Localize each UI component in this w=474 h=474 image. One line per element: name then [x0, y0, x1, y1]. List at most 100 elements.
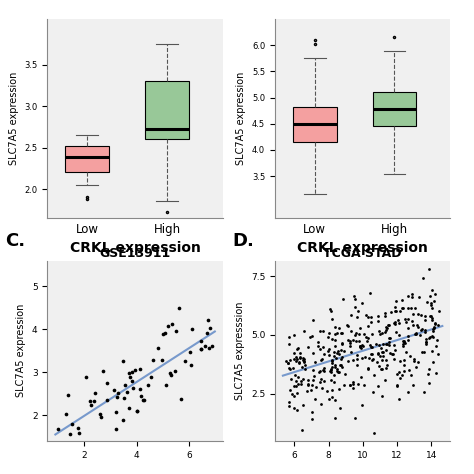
- Point: [410, 356, 418, 363]
- Point: [291, 392, 298, 400]
- Point: [88, 401, 95, 409]
- Point: [406, 352, 414, 360]
- Point: [112, 409, 119, 416]
- Point: [300, 328, 308, 335]
- Point: [293, 407, 301, 414]
- Point: [349, 336, 356, 344]
- Point: [82, 374, 90, 381]
- Point: [338, 339, 346, 347]
- Point: [386, 334, 393, 342]
- Point: [285, 340, 292, 348]
- Point: [363, 334, 370, 341]
- Point: [433, 337, 440, 344]
- Point: [366, 290, 374, 297]
- Point: [304, 376, 311, 384]
- Point: [75, 425, 82, 432]
- Point: [296, 349, 304, 356]
- Point: [303, 388, 310, 395]
- Point: [301, 362, 309, 369]
- Point: [91, 398, 98, 405]
- Point: [328, 363, 336, 371]
- Point: [347, 327, 355, 335]
- Point: [360, 381, 367, 389]
- Point: [347, 311, 355, 319]
- Point: [427, 300, 434, 307]
- Point: [288, 390, 296, 398]
- Point: [430, 323, 438, 331]
- Point: [292, 382, 300, 390]
- Point: [392, 297, 400, 305]
- Text: D.: D.: [232, 232, 254, 250]
- Point: [422, 340, 430, 348]
- Point: [58, 466, 65, 474]
- Point: [365, 365, 372, 373]
- Point: [358, 401, 366, 409]
- Point: [373, 341, 380, 348]
- Point: [181, 357, 189, 365]
- Y-axis label: SLC7A5 expression: SLC7A5 expression: [237, 72, 246, 165]
- Point: [310, 372, 318, 380]
- Point: [389, 350, 397, 357]
- Point: [421, 312, 429, 320]
- Point: [360, 331, 367, 338]
- Point: [289, 364, 297, 372]
- Point: [346, 339, 354, 347]
- Point: [331, 361, 338, 369]
- Point: [432, 369, 440, 377]
- Point: [383, 340, 391, 348]
- Point: [327, 365, 335, 373]
- Point: [350, 292, 357, 300]
- Point: [435, 307, 443, 315]
- Point: [166, 370, 173, 377]
- Point: [316, 368, 323, 376]
- Point: [119, 416, 127, 424]
- Point: [335, 324, 343, 332]
- Point: [355, 307, 362, 315]
- Point: [327, 377, 335, 384]
- Point: [334, 329, 341, 337]
- Point: [434, 350, 442, 358]
- Point: [96, 410, 104, 417]
- Point: [317, 400, 325, 408]
- Point: [299, 427, 306, 434]
- PathPatch shape: [145, 81, 189, 139]
- Point: [371, 429, 378, 437]
- Point: [330, 378, 338, 385]
- Point: [413, 363, 420, 371]
- Point: [378, 349, 385, 356]
- Point: [367, 343, 374, 350]
- Point: [294, 374, 302, 381]
- Point: [338, 354, 346, 361]
- Point: [334, 365, 341, 373]
- Point: [318, 384, 326, 392]
- Point: [320, 364, 328, 372]
- Point: [364, 334, 372, 341]
- Point: [383, 346, 390, 354]
- Point: [353, 356, 361, 363]
- Point: [291, 404, 298, 412]
- Point: [206, 324, 214, 332]
- Point: [334, 347, 342, 355]
- Point: [423, 298, 431, 305]
- Point: [410, 310, 417, 318]
- Point: [344, 357, 352, 365]
- Point: [335, 385, 343, 393]
- Point: [432, 291, 439, 298]
- Point: [349, 378, 357, 385]
- Point: [378, 329, 385, 337]
- Point: [338, 363, 346, 371]
- Title: TCGA STAD: TCGA STAD: [323, 246, 402, 260]
- Point: [164, 322, 172, 330]
- Point: [309, 376, 316, 383]
- Point: [399, 342, 407, 350]
- Point: [385, 341, 392, 349]
- Point: [428, 332, 436, 339]
- Point: [425, 265, 433, 273]
- Point: [160, 330, 167, 337]
- Point: [401, 361, 408, 369]
- Point: [299, 401, 307, 409]
- Point: [387, 309, 395, 316]
- Point: [327, 366, 335, 374]
- Point: [301, 365, 309, 373]
- Point: [340, 295, 347, 303]
